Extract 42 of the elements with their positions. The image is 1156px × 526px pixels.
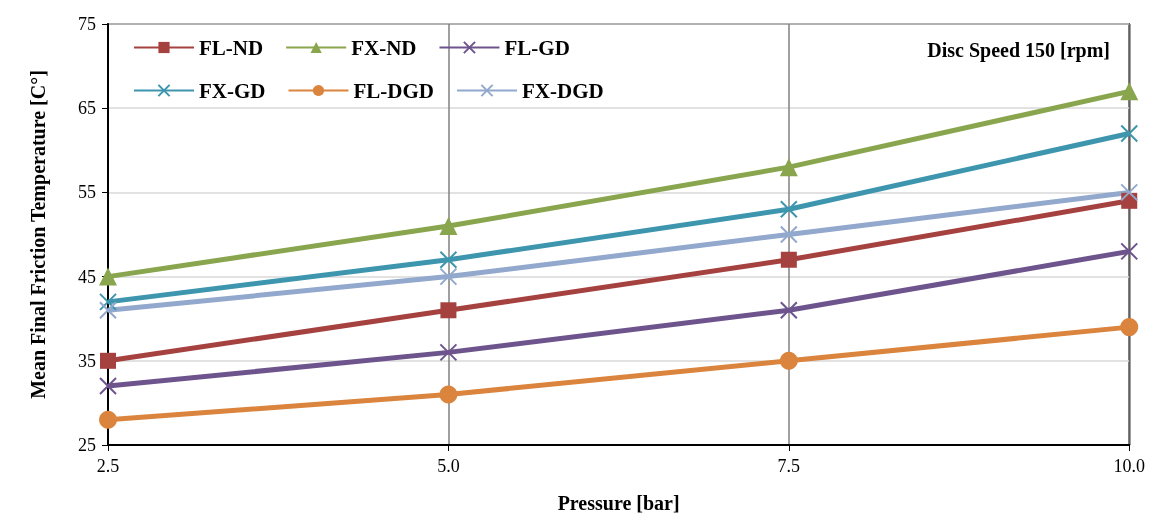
- point: [99, 410, 117, 429]
- y-tick-label: 35: [78, 350, 96, 371]
- x-tick-label: 10.0: [1113, 456, 1145, 476]
- point: [779, 158, 798, 177]
- point: [1120, 183, 1139, 202]
- legend-label: FL-GD: [504, 35, 570, 60]
- point: [439, 267, 458, 286]
- legend-label: FL-DGD: [353, 78, 434, 103]
- legend-label: FX-DGD: [521, 78, 604, 103]
- point: [439, 343, 458, 362]
- point: [99, 292, 117, 311]
- point: [1120, 82, 1139, 101]
- point: [439, 217, 458, 236]
- point: [779, 200, 798, 219]
- y-tick-label: 65: [78, 98, 96, 119]
- legend-label: FX-GD: [199, 78, 266, 103]
- point: [439, 250, 458, 269]
- annotation: Disc Speed 150 [rpm]: [927, 39, 1110, 62]
- point: [779, 225, 798, 244]
- point: [1120, 242, 1139, 261]
- point: [780, 251, 797, 268]
- legend-label: FX-ND: [351, 35, 417, 60]
- y-tick-label: 55: [78, 182, 96, 203]
- x-axis-title: Pressure [bar]: [557, 492, 680, 514]
- legend-label: FL-ND: [199, 35, 264, 60]
- y-tick-label: 25: [78, 435, 96, 455]
- y-tick-label: 75: [78, 14, 96, 34]
- point: [779, 351, 798, 370]
- y-tick-label: 45: [78, 266, 96, 287]
- point: [1120, 124, 1139, 143]
- point: [1120, 318, 1139, 337]
- point: [779, 301, 798, 320]
- point: [439, 385, 458, 404]
- point: [99, 267, 117, 286]
- point: [99, 377, 117, 396]
- x-tick-label: 5.0: [437, 456, 460, 476]
- y-axis-title: Mean Final Friction Temperature [C°]: [27, 70, 50, 399]
- x-tick-label: 7.5: [777, 456, 801, 476]
- x-tick-label: 2.5: [96, 456, 120, 476]
- point: [100, 352, 116, 369]
- point: [99, 301, 117, 320]
- point: [440, 302, 457, 319]
